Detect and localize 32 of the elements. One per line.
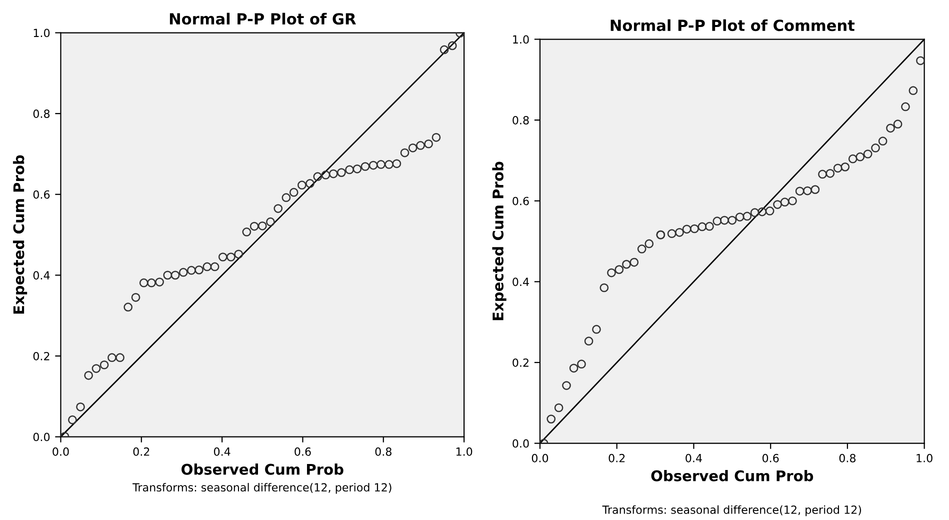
- x-tick-label: 1.0: [916, 454, 932, 462]
- text: Transforms: seasonal difference(12, period 12): [132, 482, 392, 494]
- y-tick-label: 0.0: [33, 432, 50, 442]
- y-tick-label: 0.2: [33, 352, 50, 360]
- chart-title: Normal P-P Plot of Comment: [610, 19, 855, 32]
- y-tick-label: 0.6: [512, 196, 529, 206]
- x-tick-label: 0.4: [214, 447, 230, 456]
- text: Transforms: seasonal difference(12, period 12): [602, 505, 862, 516]
- x-tick-label: 0.0: [532, 454, 548, 462]
- y-axis-title: Expected Cum Prob: [492, 162, 506, 320]
- x-tick-label: 0.6: [294, 447, 311, 456]
- y-tick-label: 0.6: [33, 190, 50, 199]
- x-tick-label: 0.6: [762, 454, 779, 462]
- x-tick-label: 0.0: [52, 447, 69, 456]
- y-tick-label: 0.4: [33, 271, 50, 280]
- x-tick-label: 0.8: [375, 447, 392, 456]
- y-tick-label: 0.8: [33, 110, 50, 118]
- x-tick-label: 0.2: [133, 447, 150, 456]
- y-axis-title: Expected Cum Prob: [12, 155, 28, 314]
- y-tick-label: 0.2: [512, 358, 528, 367]
- y-tick-label: 0.0: [512, 439, 529, 448]
- x-tick-label: 0.8: [839, 454, 856, 462]
- x-tick-label: 0.4: [686, 454, 702, 462]
- y-tick-label: 1.0: [34, 28, 50, 38]
- x-tick-label: 1.0: [456, 447, 472, 456]
- x-axis-title: Observed Cum Prob: [182, 464, 344, 475]
- x-axis-title: Observed Cum Prob: [651, 470, 814, 482]
- x-tick-label: 0.2: [608, 454, 625, 462]
- chart-title: Normal P-P Plot of GR: [170, 12, 356, 25]
- y-tick-label: 0.4: [512, 278, 529, 286]
- y-tick-label: 1.0: [513, 35, 529, 44]
- y-tick-label: 0.8: [512, 116, 529, 124]
